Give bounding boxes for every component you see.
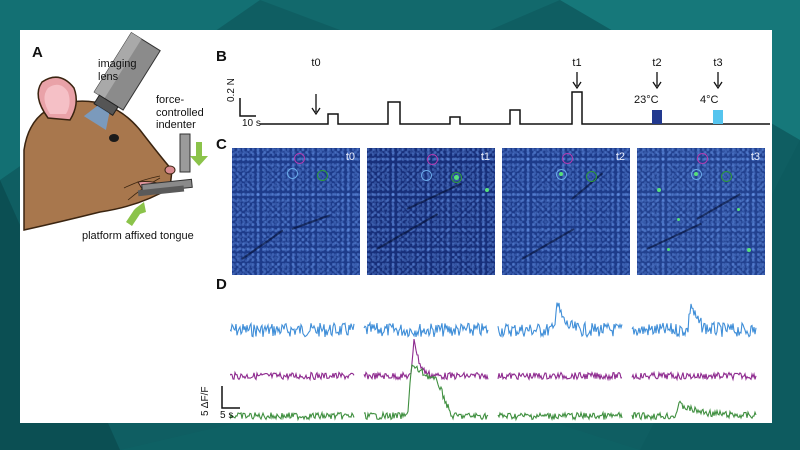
indenter-label-line2: controlled — [156, 106, 204, 119]
indenter-arrow-icon — [190, 142, 208, 166]
trace-blue-seg-3 — [631, 303, 757, 338]
panel-label-c: C — [216, 136, 227, 153]
time-marker-t2: t2 — [652, 57, 662, 69]
dff-scale-label: 5 ΔF/F — [200, 386, 211, 416]
force-scale-label: 0.2 N — [226, 78, 237, 102]
t1-arrow-icon — [572, 72, 582, 90]
mouse-illustration — [23, 31, 208, 231]
time-marker-t0: t0 — [311, 57, 321, 69]
t2-arrow-icon — [652, 72, 662, 90]
micrograph-t3: t3 — [637, 148, 765, 275]
tongue-label: platform affixed tongue — [82, 230, 194, 242]
force-protocol-trace — [239, 72, 770, 125]
micrograph-label-t0: t0 — [345, 151, 355, 163]
roi-blue — [421, 170, 432, 181]
warm-stimulus-block — [652, 110, 662, 124]
roi-magenta — [294, 153, 305, 164]
trace-scale-bar — [221, 386, 240, 409]
trace-magenta-seg-0 — [230, 370, 355, 382]
trace-green-seg-0 — [230, 410, 355, 422]
trace-blue-seg-0 — [230, 321, 355, 338]
indenter-label: force- controlled indenter — [156, 94, 204, 132]
roi-blue — [556, 169, 567, 180]
roi-magenta — [697, 153, 708, 164]
figure-panel: A B C D imaging lens — [20, 30, 772, 423]
micrograph-label-t3: t3 — [750, 151, 760, 163]
time-marker-t3: t3 — [713, 57, 723, 69]
fluorescence-traces — [230, 302, 757, 422]
indenter-label-line1: force- — [156, 94, 185, 106]
imaging-lens-label-line1: imaging — [98, 58, 137, 70]
time-scale-label-d: 5 s — [220, 410, 234, 421]
indenter-label-line3: indenter — [156, 119, 196, 132]
roi-blue — [287, 168, 298, 179]
force-scale-bar — [239, 98, 256, 117]
time-marker-t1: t1 — [572, 57, 582, 69]
trace-magenta-seg-1 — [363, 338, 489, 381]
panel-label-a: A — [32, 44, 43, 61]
micrograph-label-t1: t1 — [480, 151, 490, 163]
imaging-lens-label: imaging lens — [98, 58, 137, 83]
roi-blue — [691, 169, 702, 180]
imaging-lens — [83, 31, 161, 130]
trace-green-seg-3 — [631, 400, 757, 421]
panel-label-b: B — [216, 48, 227, 65]
warm-temp-label: 23°C — [634, 94, 659, 106]
trace-blue-seg-1 — [363, 320, 489, 338]
trace-blue-seg-2 — [497, 302, 623, 339]
micrograph-label-t2: t2 — [615, 151, 625, 163]
micrograph-t1: t1 — [367, 148, 495, 275]
roi-green — [586, 171, 597, 182]
force-trace-line — [260, 91, 770, 125]
cold-temp-label: 4°C — [700, 94, 719, 106]
time-scale-label: 10 s — [242, 118, 261, 129]
mouse-nose — [164, 165, 176, 175]
roi-green — [721, 171, 732, 182]
imaging-lens-label-line2: lens — [98, 70, 119, 83]
mouse-eye — [109, 134, 119, 142]
micrograph-t2: t2 — [502, 148, 630, 275]
tongue-arrow-icon — [126, 202, 146, 226]
roi-green — [317, 170, 328, 181]
roi-magenta — [562, 153, 573, 164]
cold-stimulus-block — [713, 110, 723, 124]
force-indenter — [179, 133, 191, 173]
trace-green-seg-2 — [497, 410, 623, 422]
panel-label-d: D — [216, 276, 227, 293]
trace-magenta-seg-3 — [631, 370, 757, 382]
trace-magenta-seg-2 — [497, 370, 623, 382]
roi-green — [451, 172, 462, 183]
micrograph-t0: t0 — [232, 148, 360, 275]
roi-magenta — [427, 154, 438, 165]
t0-arrow-icon — [311, 94, 321, 116]
trace-green-seg-1 — [363, 363, 489, 421]
t3-arrow-icon — [713, 72, 723, 90]
